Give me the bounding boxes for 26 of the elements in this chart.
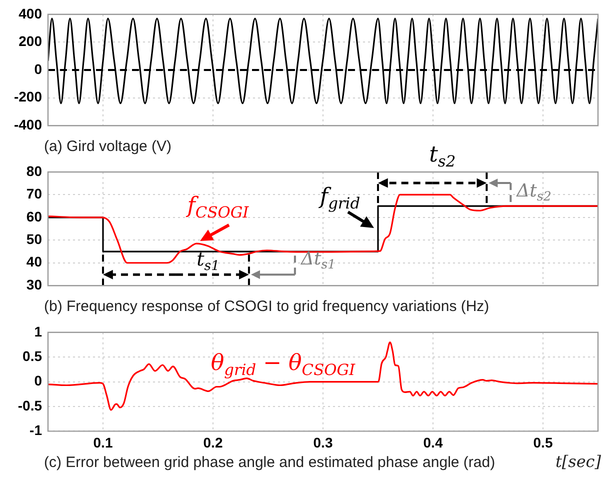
y-tick-label: 80 xyxy=(26,162,42,179)
text: (c) Error between grid phase angle and estimated phase angle (rad) xyxy=(44,454,496,471)
x-tick-label: 0.5 xyxy=(533,434,553,450)
y-tick-label: 400 xyxy=(18,5,42,22)
y-tick-label: 200 xyxy=(18,33,42,50)
y-tick-label: -1 xyxy=(30,422,42,438)
line-series xyxy=(48,341,598,411)
x-tick-label: 0.1 xyxy=(93,434,113,450)
y-tick-label: 0.5 xyxy=(22,348,42,364)
y-tick-label: 50 xyxy=(26,231,42,248)
text: (b) Frequency response of CSOGI to grid frequency variations (Hz) xyxy=(44,298,490,315)
y-tick-label: -400 xyxy=(14,116,42,132)
text: (a) Gird voltage (V) xyxy=(44,138,172,155)
x-tick-label: 0.2 xyxy=(203,434,223,450)
y-tick-label: 70 xyxy=(26,186,42,202)
y-tick-label: -0.5 xyxy=(18,397,42,414)
y-tick-label: 40 xyxy=(26,254,42,270)
y-tick-label: 0 xyxy=(34,60,42,77)
x-tick-label: 0.4 xyxy=(423,434,443,450)
x-axis-title: t[sec] xyxy=(555,452,601,471)
y-tick-label: -200 xyxy=(14,88,42,105)
y-tick-label: 1 xyxy=(34,323,42,340)
y-tick-label: 0 xyxy=(34,372,42,389)
x-tick-label: 0.3 xyxy=(313,434,333,450)
y-tick-label: 60 xyxy=(26,208,42,224)
y-tick-label: 30 xyxy=(26,276,42,292)
